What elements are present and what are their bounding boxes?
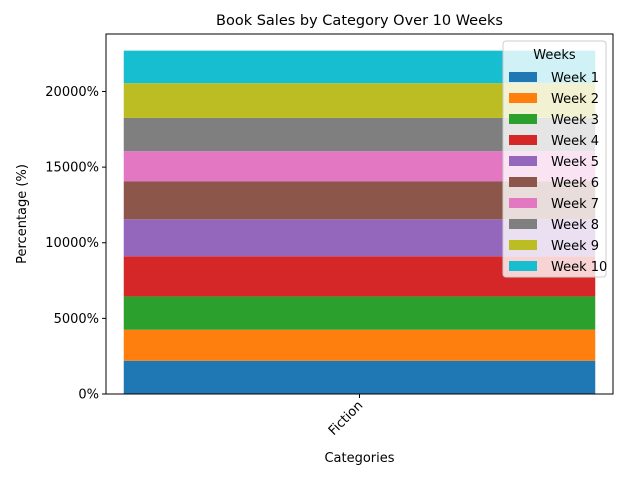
y-tick-label: 0% [78, 388, 99, 403]
legend-label-6: Week 6 [551, 176, 599, 191]
x-tick-label: Fiction [326, 398, 366, 438]
chart-title: Book Sales by Category Over 10 Weeks [216, 13, 503, 29]
legend-swatch-10 [509, 261, 537, 271]
legend-label-4: Week 4 [551, 134, 599, 149]
legend: Weeks Week 1 Week 2 Week 3 Week 4 Week 5 Week… [502, 40, 607, 278]
legend-swatch-3 [509, 114, 537, 124]
legend-swatch-1 [509, 72, 537, 82]
legend-swatch-2 [509, 93, 537, 103]
bar-segment-2 [123, 329, 596, 361]
y-tick-label: 20000% [45, 85, 99, 100]
legend-swatch-6 [509, 177, 537, 187]
legend-title: Weeks [533, 48, 576, 63]
x-axis-label: Categories [324, 451, 394, 466]
legend-swatch-4 [509, 135, 537, 145]
legend-label-3: Week 3 [551, 113, 599, 128]
y-tick-label: 15000% [45, 161, 99, 176]
legend-label-2: Week 2 [551, 92, 599, 107]
y-axis-label: Percentage (%) [15, 164, 30, 264]
legend-label-7: Week 7 [551, 197, 599, 212]
legend-swatch-8 [509, 219, 537, 229]
legend-label-8: Week 8 [551, 218, 599, 233]
y-axis-ticks: 0% 5000% 10000% 15000% 20000% [45, 85, 106, 403]
legend-label-9: Week 9 [551, 239, 599, 254]
y-tick-label: 5000% [54, 312, 99, 327]
bar-segment-1 [123, 360, 596, 394]
legend-label-1: Week 1 [551, 71, 599, 86]
legend-swatch-5 [509, 156, 537, 166]
legend-label-5: Week 5 [551, 155, 599, 170]
x-axis-ticks: Fiction [326, 394, 366, 439]
legend-swatch-7 [509, 198, 537, 208]
legend-swatch-9 [509, 240, 537, 250]
legend-label-10: Week 10 [551, 260, 607, 275]
y-tick-label: 10000% [45, 236, 99, 251]
bar-segment-3 [123, 296, 596, 330]
